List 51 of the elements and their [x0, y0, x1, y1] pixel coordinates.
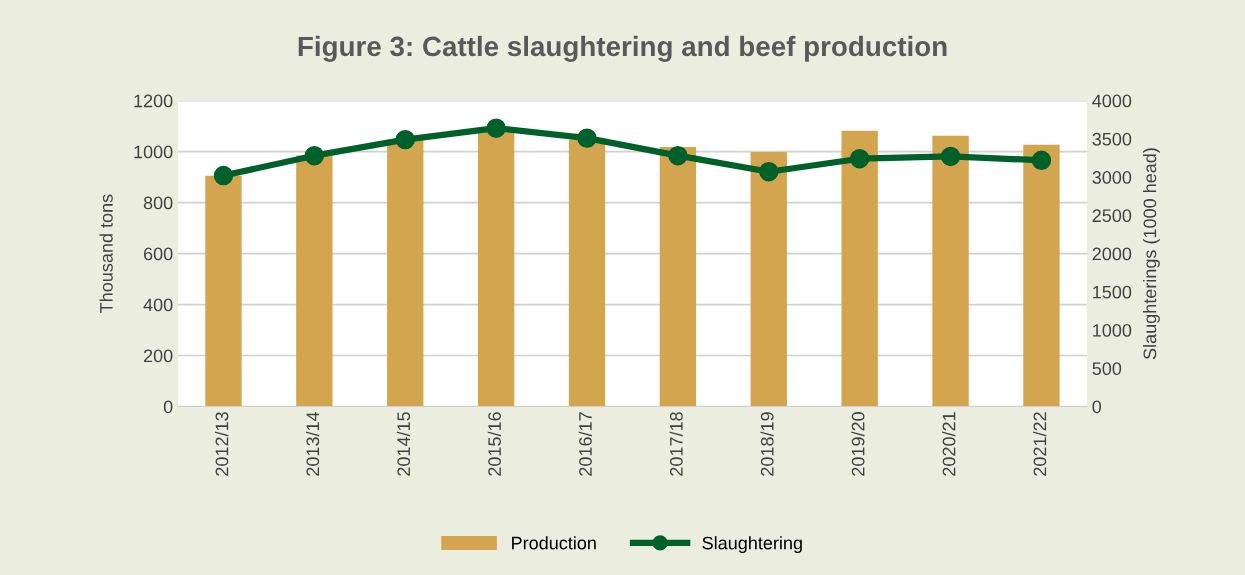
y-tick-label: 600	[143, 247, 173, 261]
point	[577, 128, 597, 148]
x-tick-label: 2012/13	[215, 412, 229, 476]
x-tick-label: 2015/16	[487, 412, 501, 476]
bar	[477, 131, 515, 407]
bar	[568, 139, 606, 407]
point	[849, 149, 870, 169]
x-tick-label: 2019/20	[851, 412, 865, 476]
y2-tick-label: 2000	[1092, 247, 1132, 261]
bar	[1023, 144, 1060, 407]
y2-tick-label: 1500	[1093, 285, 1132, 299]
point	[759, 162, 779, 182]
chart-title: Figure 3: Cattle slaughtering and beef production	[298, 35, 947, 62]
y-tick-label: 400	[143, 298, 173, 312]
point	[1031, 150, 1052, 170]
y2-tick-label: 500	[1092, 362, 1122, 376]
x-tick-label: 2016/17	[578, 412, 592, 476]
bar	[841, 130, 878, 407]
x-tick-label: 2021/22	[1033, 412, 1047, 476]
y2-tick-label: 3500	[1092, 132, 1132, 146]
y-tick-label: 800	[143, 196, 173, 210]
bar	[387, 139, 424, 407]
y2-tick-label: 4000	[1092, 94, 1132, 108]
legend-label: Slaughtering	[702, 536, 802, 553]
point	[668, 145, 688, 166]
bar	[205, 175, 242, 407]
y-tick-label: 0	[163, 400, 173, 414]
point	[213, 165, 234, 186]
legend-label: Production	[512, 536, 596, 550]
x-tick-label: 2018/19	[760, 412, 774, 476]
y2-tick-label: 2500	[1092, 209, 1132, 223]
point	[395, 129, 415, 150]
point	[304, 145, 325, 166]
y-tick-label: 1200	[134, 94, 173, 108]
point	[486, 118, 506, 138]
y-tick-label: 200	[143, 349, 173, 363]
bar	[296, 155, 333, 407]
x-tick-label: 2017/18	[669, 412, 683, 476]
y2-axis-title: Slaughterings (1000 head)	[1143, 148, 1160, 360]
y-axis-title: Thousand tons	[99, 194, 113, 313]
y2-tick-label: 3000	[1092, 171, 1132, 184]
y-tick-label: 1000	[134, 145, 173, 159]
y2-tick-label: 1000	[1093, 323, 1132, 337]
y2-tick-label: 0	[1092, 400, 1102, 414]
bar	[932, 135, 969, 407]
bar	[750, 152, 787, 407]
x-tick-label: 2014/15	[396, 412, 411, 476]
point	[940, 146, 961, 167]
x-tick-label: 2020/21	[942, 412, 956, 476]
x-tick-label: 2013/14	[305, 411, 320, 476]
bar	[659, 147, 697, 407]
